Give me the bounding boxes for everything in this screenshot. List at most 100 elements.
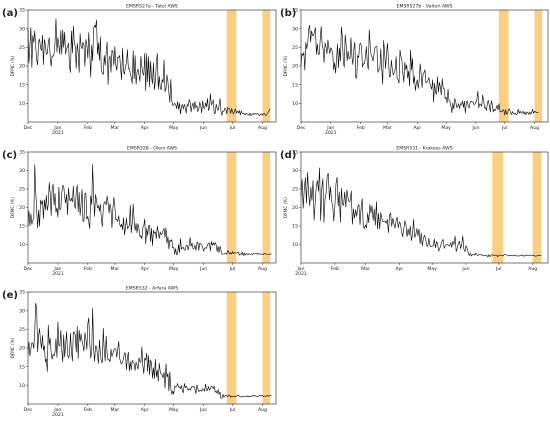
x-tick-label: Mar xyxy=(111,407,120,413)
x-tick-label: Jun xyxy=(461,266,469,272)
y-tick-label: 10 xyxy=(292,101,298,107)
highlight-band-1 xyxy=(498,10,509,122)
axes-frame xyxy=(27,151,277,264)
y-tick-label: 35 xyxy=(292,8,298,14)
dfmc-line xyxy=(27,18,271,116)
x-tick-label: Jul xyxy=(495,266,502,272)
y-tick-label: 15 xyxy=(292,224,298,230)
x-tick-label: Apr xyxy=(141,266,149,272)
y-tick-label: 30 xyxy=(292,168,298,174)
panel-letter: (e) xyxy=(2,290,18,301)
x-tick-label: Aug xyxy=(528,266,537,272)
x-tick-label: Jan xyxy=(296,266,304,272)
panel-title: EMSR528 - Oleni AWS xyxy=(127,146,177,152)
y-axis-label: DFMC (%) xyxy=(283,197,288,218)
y-tick-label: 35 xyxy=(19,290,25,296)
y-axis-label: DFMC (%) xyxy=(283,55,288,76)
highlight-band-2 xyxy=(262,10,271,122)
x-tick-label: May xyxy=(427,266,437,272)
y-tick-label: 30 xyxy=(19,26,25,32)
dfmc-line xyxy=(27,164,272,256)
y-tick-label: 20 xyxy=(19,205,25,211)
highlight-band-1 xyxy=(492,152,504,263)
y-tick-label: 20 xyxy=(19,346,25,352)
x-year-label: 2021 xyxy=(52,271,64,277)
x-year-label: 2021 xyxy=(295,271,307,277)
axes-frame xyxy=(300,9,549,123)
x-tick-label: Jun xyxy=(199,266,207,272)
y-tick-label: 25 xyxy=(292,187,298,193)
x-tick-label: Feb xyxy=(331,266,339,272)
x-tick-label: Apr xyxy=(141,407,149,413)
y-tick-label: 20 xyxy=(292,64,298,70)
x-tick-label: Jan xyxy=(326,125,334,131)
panel-title: EMSR532 - Arfara AWS xyxy=(126,286,178,292)
panel-e: 10 15 20 25 30 35 Dec Jan Feb Mar Apr May Jun Jul Aug 2… xyxy=(2,286,277,418)
highlight-band-2 xyxy=(532,152,542,263)
highlight-band-2 xyxy=(262,292,271,404)
panel-title: EMSR527b - Valteri AWS xyxy=(397,4,453,10)
y-tick-label: 30 xyxy=(19,168,25,174)
axes-frame xyxy=(27,9,277,123)
y-axis-label: DFMC (%) xyxy=(10,55,15,76)
x-tick-label: Mar xyxy=(111,266,120,272)
y-tick-label: 10 xyxy=(292,242,298,248)
x-year-label: 2021 xyxy=(52,130,64,136)
y-axis-label: DFMC (%) xyxy=(10,337,15,358)
x-tick-label: Jul xyxy=(229,407,236,413)
x-tick-label: Apr xyxy=(395,266,403,272)
x-tick-label: May xyxy=(169,125,179,131)
x-tick-label: Dec xyxy=(24,407,33,413)
x-tick-label: Aug xyxy=(258,266,267,272)
x-tick-label: May xyxy=(169,407,179,413)
y-tick-label: 15 xyxy=(19,82,25,88)
x-tick-label: Jul xyxy=(229,266,236,272)
highlight-band-1 xyxy=(226,152,237,263)
x-tick-label: Mar xyxy=(361,266,370,272)
x-tick-label: May xyxy=(441,125,451,131)
y-tick-label: 35 xyxy=(19,8,25,14)
highlight-band-1 xyxy=(226,292,237,404)
x-year-label: 2021 xyxy=(325,130,337,136)
x-tick-label: Jul xyxy=(501,125,508,131)
x-tick-label: Jan xyxy=(53,266,61,272)
y-tick-label: 15 xyxy=(19,364,25,370)
panel-d: 10 15 20 25 30 35 Jan Feb Mar Apr May Jun Jul Aug 2021… xyxy=(280,146,549,277)
panel-c: 10 15 20 25 30 35 Dec Jan Feb Mar Apr May Jun Jul Aug 2… xyxy=(2,146,277,277)
dfmc-line xyxy=(300,167,542,258)
x-tick-label: Feb xyxy=(84,407,92,413)
x-tick-label: Dec xyxy=(24,125,33,131)
y-tick-label: 25 xyxy=(19,327,25,333)
x-tick-label: Aug xyxy=(258,407,267,413)
panel-title: EMSR527a - Tatoi AWS xyxy=(126,4,178,10)
highlight-band-2 xyxy=(534,10,543,122)
y-tick-label: 35 xyxy=(19,150,25,156)
x-tick-label: Mar xyxy=(111,125,120,131)
panel-letter: (d) xyxy=(280,150,296,161)
y-tick-label: 10 xyxy=(19,242,25,248)
y-tick-label: 15 xyxy=(19,224,25,230)
panel-letter: (a) xyxy=(2,8,18,19)
x-tick-label: Jun xyxy=(199,407,207,413)
panel-letter: (b) xyxy=(280,8,296,19)
x-year-label: 2021 xyxy=(52,412,64,418)
y-axis-label: DFMC (%) xyxy=(10,197,15,218)
x-tick-label: Aug xyxy=(530,125,539,131)
y-tick-label: 10 xyxy=(19,101,25,107)
x-tick-label: Jan xyxy=(53,407,61,413)
highlight-band-2 xyxy=(262,152,271,263)
x-tick-label: May xyxy=(169,266,179,272)
y-tick-label: 25 xyxy=(292,45,298,51)
y-tick-label: 30 xyxy=(292,26,298,32)
y-tick-label: 35 xyxy=(292,150,298,156)
y-tick-label: 15 xyxy=(292,82,298,88)
x-tick-label: Apr xyxy=(413,125,421,131)
highlight-band-1 xyxy=(226,10,237,122)
panel-letter: (c) xyxy=(2,150,17,161)
panel-b: 10 15 20 25 30 35 Dec Jan Feb Mar Apr May Jun Jul Aug 2… xyxy=(280,4,549,136)
x-tick-label: Feb xyxy=(84,125,92,131)
x-tick-label: Feb xyxy=(357,125,365,131)
x-tick-label: Jun xyxy=(199,125,207,131)
y-tick-label: 25 xyxy=(19,187,25,193)
